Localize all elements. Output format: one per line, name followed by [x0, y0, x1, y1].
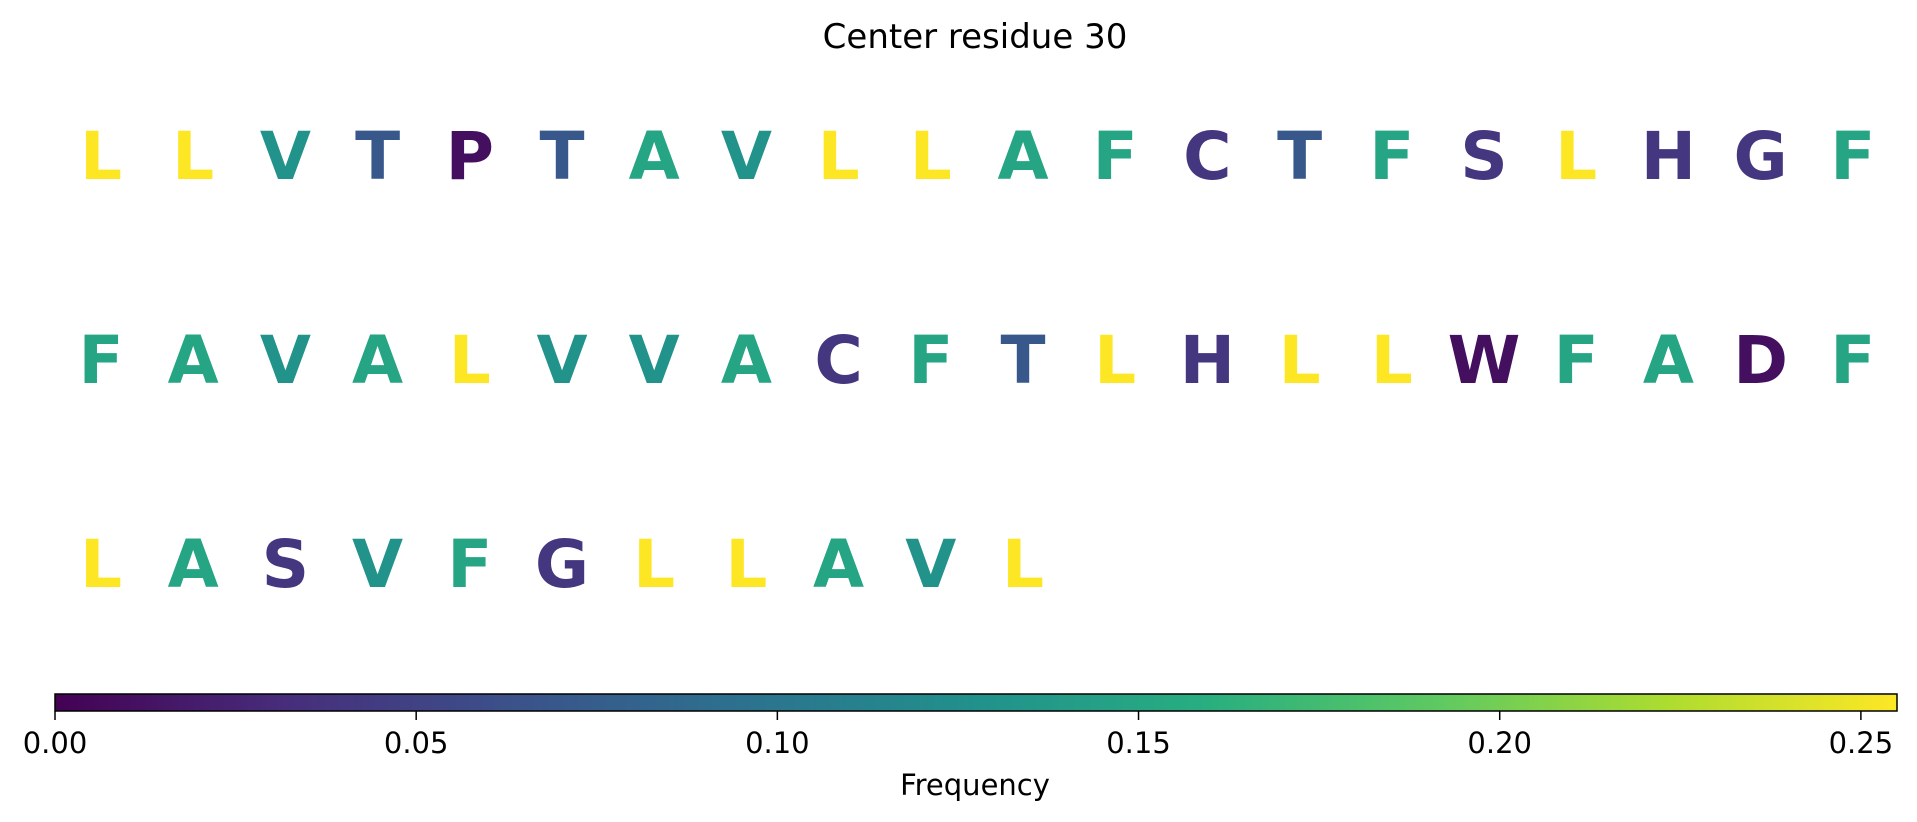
residue-letter: L — [1371, 322, 1413, 399]
residue-letter: T — [1000, 322, 1045, 399]
residue-letter: F — [1093, 118, 1138, 195]
residue-letter: L — [1279, 322, 1321, 399]
residue-letter: S — [1460, 118, 1508, 195]
residue-letter: L — [1555, 118, 1597, 195]
residue-letter: V — [352, 526, 403, 603]
colorbar-tick-label: 0.00 — [23, 726, 88, 760]
residue-letter: L — [725, 526, 767, 603]
residue-letter: G — [535, 526, 589, 603]
residue-grid: L L V T P T A V L L A F C T F S L H G FF A V A L V V A C F T L H L L W F A D F… — [78, 118, 1875, 603]
residue-letter: F — [1369, 118, 1414, 195]
residue-letter: V — [905, 526, 956, 603]
colorbar-tick-label: 0.15 — [1106, 726, 1171, 760]
colorbar-tick-label: 0.10 — [745, 726, 810, 760]
residue-letter: A — [168, 322, 219, 399]
residue-letter: V — [260, 322, 311, 399]
chart-title: Center residue 30 — [823, 17, 1128, 57]
residue-letter: F — [1830, 118, 1875, 195]
residue-letter: A — [813, 526, 864, 603]
residue-letter: L — [818, 118, 860, 195]
colorbar: 0.00 0.05 0.10 0.15 0.20 0.25 Frequency — [23, 693, 1898, 802]
residue-letter: L — [1094, 322, 1136, 399]
residue-letter: A — [1643, 322, 1694, 399]
residue-letter: H — [1180, 322, 1235, 399]
residue-letter: F — [908, 322, 953, 399]
residue-letter: A — [168, 526, 219, 603]
colorbar-tick-label: 0.25 — [1829, 726, 1894, 760]
colorbar-gradient — [54, 693, 1898, 712]
residue-letter: P — [446, 118, 494, 195]
residue-letter: H — [1641, 118, 1696, 195]
residue-letter: V — [721, 118, 772, 195]
residue-letter: V — [260, 118, 311, 195]
residue-letter: S — [262, 526, 310, 603]
residue-letter: F — [1554, 322, 1599, 399]
residue-letter: L — [449, 322, 491, 399]
residue-letter: V — [536, 322, 587, 399]
colorbar-label: Frequency — [900, 768, 1050, 802]
residue-letter: V — [629, 322, 680, 399]
residue-letter: L — [172, 118, 214, 195]
residue-letter: L — [80, 526, 122, 603]
residue-letter: L — [910, 118, 952, 195]
residue-letter: L — [1002, 526, 1044, 603]
residue-letter: F — [1830, 322, 1875, 399]
residue-letter: A — [721, 322, 772, 399]
residue-letter: F — [78, 322, 123, 399]
residue-letter: F — [447, 526, 492, 603]
residue-letter: D — [1733, 322, 1788, 399]
residue-letter: L — [80, 118, 122, 195]
residue-letter: A — [352, 322, 403, 399]
colorbar-ticks: 0.00 0.05 0.10 0.15 0.20 0.25 — [23, 711, 1893, 760]
colorbar-tick-label: 0.20 — [1467, 726, 1532, 760]
residue-letter: L — [633, 526, 675, 603]
residue-letter: W — [1448, 322, 1521, 399]
residue-letter: A — [997, 118, 1048, 195]
residue-letter: G — [1734, 118, 1788, 195]
residue-letter: C — [814, 322, 862, 399]
residue-letter: C — [1183, 118, 1231, 195]
residue-letter: T — [539, 118, 584, 195]
colorbar-tick-label: 0.05 — [384, 726, 449, 760]
residue-letter: A — [629, 118, 680, 195]
residue-letter: T — [1277, 118, 1322, 195]
residue-letter: T — [355, 118, 400, 195]
